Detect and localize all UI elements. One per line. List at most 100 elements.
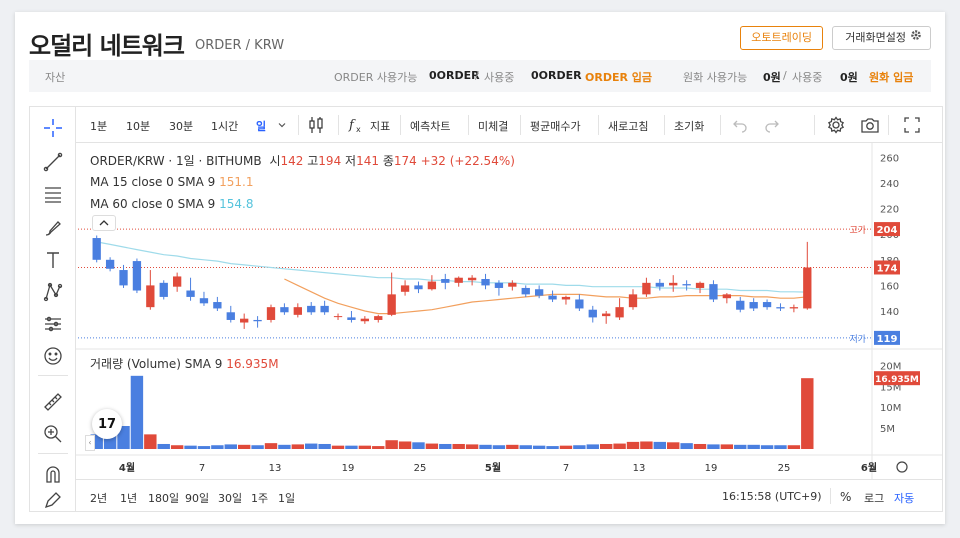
prediction-icon[interactable] xyxy=(42,313,64,335)
pattern-icon[interactable] xyxy=(42,281,64,303)
trend-line-icon[interactable] xyxy=(42,151,64,173)
interval-30m[interactable]: 30분 xyxy=(169,120,194,133)
candle-body xyxy=(320,305,329,313)
auto-trading-button[interactable]: 오토트레이딩 xyxy=(740,26,823,50)
candle-body xyxy=(159,282,168,297)
interval-1m[interactable]: 1분 xyxy=(90,120,108,133)
volume-bar xyxy=(653,441,667,449)
range-1w[interactable]: 1주 xyxy=(251,492,269,505)
redo-icon[interactable] xyxy=(762,115,782,135)
avg-price-button[interactable]: 평균매수가 xyxy=(530,120,581,133)
chevron-down-icon[interactable] xyxy=(272,115,292,135)
range-30d[interactable]: 30일 xyxy=(218,492,243,505)
volume-bar xyxy=(479,444,492,449)
volume-bar xyxy=(465,444,479,449)
market-pair: ORDER / KRW xyxy=(195,38,285,53)
volume-label: 거래량 (Volume) SMA 9 xyxy=(90,357,223,371)
interval-10m[interactable]: 10분 xyxy=(126,120,151,133)
range-90d[interactable]: 90일 xyxy=(185,492,210,505)
candle-body xyxy=(575,299,584,309)
settings-label: 거래화면설정 xyxy=(845,31,906,44)
candle-body xyxy=(307,305,316,313)
slash: / xyxy=(783,69,787,82)
emoji-icon[interactable] xyxy=(42,345,64,367)
time-tick-label: 6월 xyxy=(861,462,877,474)
order-deposit-link[interactable]: ORDER 입금 xyxy=(585,71,653,84)
unfilled-button[interactable]: 미체결 xyxy=(478,120,509,133)
high-price-tag: 204 xyxy=(877,225,898,236)
undo-icon[interactable] xyxy=(730,115,750,135)
range-1d[interactable]: 1일 xyxy=(278,492,296,505)
candle-type-icon[interactable] xyxy=(306,115,326,135)
low-price-tag: 119 xyxy=(877,334,898,345)
volume-bar xyxy=(573,445,586,449)
settings-button[interactable]: 거래화면설정 xyxy=(832,26,931,50)
refresh-button[interactable]: 새로고침 xyxy=(608,120,649,133)
brush-icon[interactable] xyxy=(42,217,64,239)
krw-in-use-label: 사용중 xyxy=(792,71,823,84)
volume-bar xyxy=(546,446,559,449)
time-tick-label: 4월 xyxy=(119,462,135,474)
volume-bar xyxy=(720,444,734,449)
interval-1h[interactable]: 1시간 xyxy=(211,120,239,133)
volume-bar xyxy=(211,445,224,449)
legend-collapse-toggle[interactable] xyxy=(92,215,116,231)
price-tick-label: 240 xyxy=(880,179,899,190)
low-value: 141 xyxy=(356,154,379,168)
ruler-icon[interactable] xyxy=(42,391,64,413)
chart-settings-icon[interactable] xyxy=(826,115,846,135)
candle-body xyxy=(186,290,195,297)
percent-toggle[interactable]: % xyxy=(840,490,852,504)
tradingview-logo[interactable]: 17 xyxy=(92,409,122,439)
interval-1d[interactable]: 일 xyxy=(256,120,267,133)
volume-tick-label: 15M xyxy=(880,382,901,393)
camera-icon[interactable] xyxy=(860,115,880,135)
volume-bar xyxy=(358,445,372,449)
time-tick-label: 13 xyxy=(633,463,646,474)
log-toggle[interactable]: 로그 xyxy=(864,492,885,505)
candle-body xyxy=(615,307,624,318)
volume-bar xyxy=(157,443,170,449)
volume-bar xyxy=(264,443,278,449)
volume-bar xyxy=(586,444,599,449)
volume-bar xyxy=(707,444,720,449)
fib-lines-icon[interactable] xyxy=(42,183,64,205)
volume-bar xyxy=(774,445,787,449)
fullscreen-icon[interactable] xyxy=(902,115,922,135)
volume-bar xyxy=(372,446,385,449)
magnet-icon[interactable] xyxy=(42,463,64,485)
krw-deposit-link[interactable]: 원화 입금 xyxy=(869,71,914,84)
auto-toggle[interactable]: 자동 xyxy=(894,492,915,505)
candle-body xyxy=(736,300,745,310)
time-tick-label: 13 xyxy=(269,463,282,474)
low-label: 저 xyxy=(345,154,357,168)
candle-body xyxy=(347,317,356,320)
clock-timezone[interactable]: 16:15:58 (UTC+9) xyxy=(722,490,822,503)
volume-bar xyxy=(237,444,251,449)
candle-body xyxy=(628,294,638,308)
ma60-legend: MA 60 close 0 SMA 9 154.8 xyxy=(90,197,253,211)
indicators-button[interactable]: 지표 xyxy=(370,120,391,133)
forecast-button[interactable]: 예측차트 xyxy=(410,120,451,133)
crosshair-icon[interactable] xyxy=(42,117,64,139)
open-label: 시 xyxy=(269,154,281,168)
range-180d[interactable]: 180일 xyxy=(148,492,180,505)
volume-tag-bg xyxy=(874,371,920,386)
range-1y[interactable]: 1년 xyxy=(120,492,138,505)
time-tick-label: 5월 xyxy=(485,462,501,474)
volume-bar xyxy=(170,445,184,449)
price-tick-label: 260 xyxy=(880,153,899,164)
toolbar-collapse-handle[interactable]: ‹ xyxy=(85,435,95,451)
pencil-lock-icon[interactable] xyxy=(42,491,64,509)
text-tool-icon[interactable] xyxy=(42,249,64,271)
price-chart[interactable]: 26024022020018016014012020M15M10M5M고가저가2… xyxy=(30,143,942,479)
reset-button[interactable]: 초기화 xyxy=(674,120,705,133)
volume-bar xyxy=(747,444,760,449)
range-2y[interactable]: 2년 xyxy=(90,492,108,505)
volume-bar xyxy=(693,443,707,449)
zoom-in-icon[interactable] xyxy=(42,423,64,445)
volume-bar xyxy=(532,445,546,449)
volume-bar xyxy=(305,443,318,449)
candle-body xyxy=(467,277,477,281)
